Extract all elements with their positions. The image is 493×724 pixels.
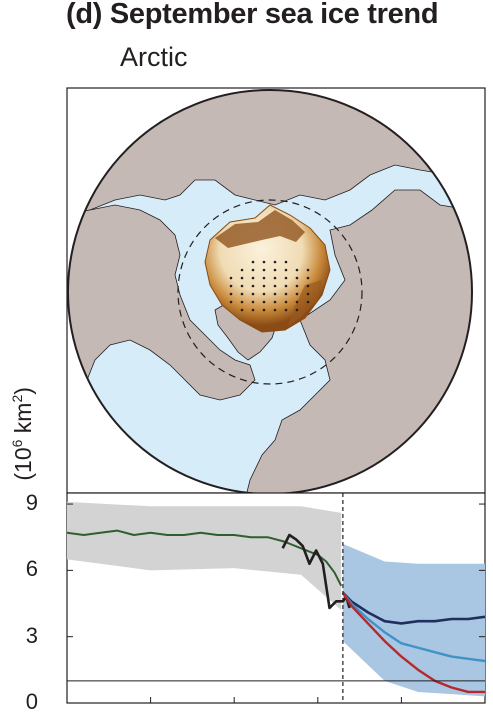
stipple-dot [251,308,255,312]
stipple-dot [273,268,277,272]
stipple-dot [251,268,255,272]
stipple-dot [240,268,244,272]
stipple-dot [251,292,255,296]
stipple-dot [240,284,244,288]
sea-ice-trend-dark [215,210,305,248]
series-ssp-mid [341,591,485,663]
stipple-dot [240,308,244,312]
stipple-dot [229,276,233,280]
historical-envelope [67,501,342,611]
stipple-dot [273,260,277,264]
stipple-dot [273,300,277,304]
stipple-dot [284,260,288,264]
stipple-dot [295,308,299,312]
chart-title: (d) September sea ice trend [66,0,439,30]
stipple-dot [306,284,310,288]
sea-ice-trend-edge [288,280,322,326]
dashed-latitude-circle [177,199,363,385]
stipple-dot [262,276,266,280]
y-tick-label: 9 [25,490,38,516]
y-tick-label: 3 [25,622,38,648]
stipple-dot [262,300,266,304]
stipple-dot [251,276,255,280]
stipple-dot [284,292,288,296]
y-tick-label: 6 [25,556,38,582]
stipple-dot [262,284,266,288]
stipple-dot [306,292,310,296]
scenario-envelope [342,543,485,697]
stipple-dot [240,276,244,280]
stipple-dot [295,268,299,272]
stipple-dot [284,300,288,304]
stipple-dot [306,300,310,304]
stipple-dot [306,268,310,272]
stipple-dot [273,276,277,280]
stipple-dot [262,308,266,312]
stipple-dot [251,284,255,288]
stippling-dots [229,260,310,312]
stipple-dot [262,260,266,264]
stipple-dot [273,292,277,296]
stipple-dot [273,308,277,312]
stipple-dot [306,276,310,280]
stipple-dot [273,284,277,288]
stipple-dot [284,308,288,312]
stipple-dot [262,292,266,296]
stipple-dot [262,268,266,272]
land-north-america [68,204,256,441]
stipple-dot [240,292,244,296]
series-ssp-high [341,591,485,694]
stipple-dot [295,300,299,304]
stipple-dot [284,276,288,280]
stipple-dot [295,284,299,288]
stipple-dot [251,260,255,264]
series-ssp-low [341,591,485,625]
stipple-dot [251,300,255,304]
stipple-dot [295,276,299,280]
y-tick-label: 0 [25,689,38,714]
stipple-dot [284,268,288,272]
chart-subtitle: Arctic [120,42,188,72]
stipple-dot [229,292,233,296]
stipple-dot [284,284,288,288]
stipple-dot [240,300,244,304]
stipple-dot [229,284,233,288]
stipple-dot [229,300,233,304]
stipple-dot [295,292,299,296]
